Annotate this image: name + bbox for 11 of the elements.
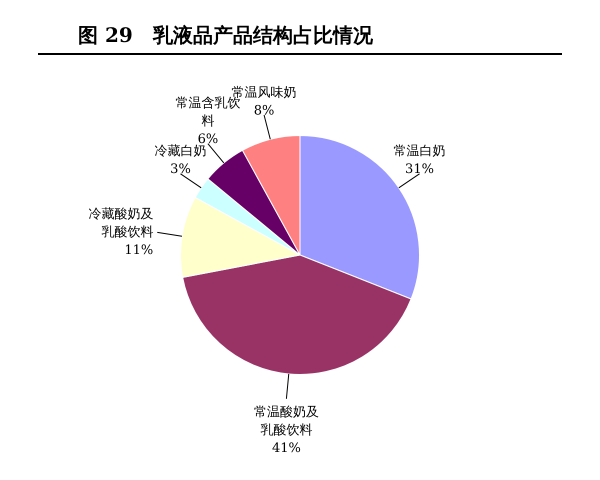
chart-title: 图 29 乳液品产品结构占比情况 — [38, 8, 562, 55]
slice-label: 常温酸奶及乳酸饮料 — [254, 405, 319, 438]
data-label: 41% — [272, 441, 301, 456]
slice-label: 冷藏酸奶及乳酸饮料 — [88, 206, 154, 240]
slice-label: 常温白奶 — [394, 144, 446, 160]
slice-label: 冷藏白奶 — [154, 144, 206, 160]
slice-label: 常温含乳饮料 — [175, 96, 240, 130]
data-label: 8% — [254, 103, 274, 118]
data-label: 31% — [405, 162, 434, 178]
data-label: 11% — [124, 242, 154, 258]
data-label: 3% — [170, 162, 191, 178]
